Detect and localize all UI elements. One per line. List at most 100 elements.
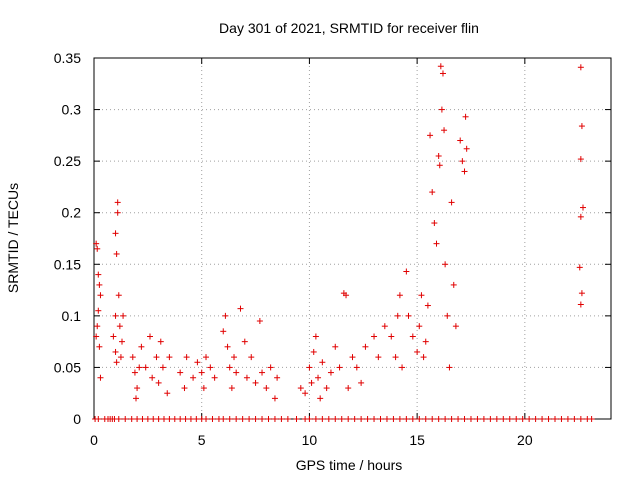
data-point <box>114 209 121 216</box>
data-point-zero <box>409 416 416 422</box>
data-point-zero <box>259 416 266 422</box>
data-point <box>297 385 304 392</box>
data-point-zero <box>187 416 194 422</box>
data-point <box>190 374 197 381</box>
data-point <box>441 127 448 134</box>
data-point-zero <box>467 416 474 422</box>
data-point-zero <box>577 416 584 422</box>
data-point-zero <box>571 416 578 422</box>
data-point <box>120 312 127 319</box>
data-point <box>306 364 313 371</box>
data-point-zero <box>487 416 494 422</box>
data-point-zero <box>284 416 291 422</box>
data-point <box>405 312 412 319</box>
data-point <box>181 385 188 392</box>
data-point-zero <box>161 416 168 422</box>
x-axis-label: GPS time / hours <box>296 457 403 473</box>
data-point-zero <box>506 416 513 422</box>
data-point <box>159 364 166 371</box>
data-point <box>461 168 468 175</box>
data-point-zero <box>377 416 384 422</box>
data-point-zero <box>442 416 449 422</box>
data-point-zero <box>220 416 227 422</box>
data-point <box>224 343 231 350</box>
data-point-zero <box>177 416 184 422</box>
data-point-zero <box>519 416 526 422</box>
data-point <box>248 354 255 361</box>
data-point <box>259 369 266 376</box>
data-point <box>228 385 235 392</box>
data-point <box>233 369 240 376</box>
data-point <box>392 354 399 361</box>
plot-frame <box>93 57 612 420</box>
data-point <box>93 333 100 340</box>
data-point-zero <box>209 416 216 422</box>
data-point <box>436 162 443 169</box>
data-point <box>362 343 369 350</box>
data-point <box>134 385 141 392</box>
data-point-zero <box>539 416 546 422</box>
data-point <box>310 348 317 355</box>
data-point <box>142 364 149 371</box>
data-point-zero <box>239 416 246 422</box>
data-point <box>452 323 459 330</box>
data-point-zero <box>246 416 253 422</box>
y-tick-label: 0.05 <box>54 359 81 375</box>
data-point <box>149 374 156 381</box>
data-point-zero <box>422 416 429 422</box>
grid <box>94 58 611 419</box>
data-point-zero <box>139 416 146 422</box>
data-point <box>243 374 250 381</box>
data-point-zero <box>271 416 278 422</box>
data-point <box>437 63 444 70</box>
data-point <box>319 359 326 366</box>
x-tick-labels: 0 5 10 15 20 <box>90 432 533 448</box>
data-point-zero <box>358 416 365 422</box>
data-point <box>349 354 356 361</box>
data-point <box>226 364 233 371</box>
data-point <box>308 379 315 386</box>
data-point-zero <box>455 416 462 422</box>
data-point <box>358 379 365 386</box>
data-point <box>577 213 584 220</box>
data-point <box>462 113 469 120</box>
x-tick-label: 20 <box>517 432 533 448</box>
data-point <box>577 301 584 308</box>
x-tick-label: 5 <box>198 432 206 448</box>
data-point <box>194 359 201 366</box>
data-point <box>129 354 136 361</box>
data-point-zero <box>193 416 200 422</box>
data-point <box>442 261 449 268</box>
data-point-zero <box>265 416 272 422</box>
data-point <box>435 152 442 159</box>
data-point <box>579 204 586 211</box>
data-point <box>312 333 319 340</box>
data-point <box>439 70 446 77</box>
y-tick-label: 0.1 <box>62 308 82 324</box>
data-point <box>241 338 248 345</box>
data-point-zero <box>325 416 332 422</box>
data-point-zero <box>383 416 390 422</box>
y-tick-label: 0 <box>73 411 81 427</box>
y-tick-label: 0.25 <box>54 153 81 169</box>
data-point <box>418 292 425 299</box>
data-point <box>403 268 410 275</box>
data-point <box>220 328 227 335</box>
data-point <box>438 106 445 113</box>
data-point-zero <box>513 416 520 422</box>
data-point-zero <box>396 416 403 422</box>
data-point <box>136 364 143 371</box>
data-point <box>115 292 122 299</box>
data-point <box>388 333 395 340</box>
data-point <box>414 348 421 355</box>
data-point-zero <box>226 416 233 422</box>
data-point <box>399 364 406 371</box>
data-point <box>155 379 162 386</box>
data-point <box>433 240 440 247</box>
data-point-zero <box>390 416 397 422</box>
data-point-zero <box>319 416 326 422</box>
data-point <box>577 156 584 163</box>
data-point-zero <box>371 416 378 422</box>
data-point <box>177 369 184 376</box>
